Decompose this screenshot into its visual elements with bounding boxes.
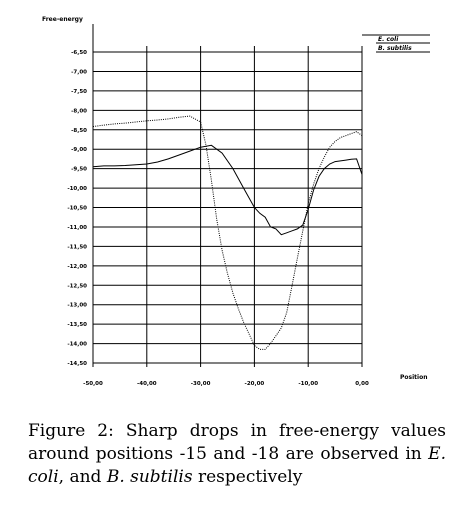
y-tick-label: -14,00 xyxy=(67,342,87,348)
y-tick-label: -12,00 xyxy=(67,264,87,270)
x-tick-label: -40,00 xyxy=(137,381,157,387)
legend: E. coli B. subtilis xyxy=(362,34,430,53)
x-tick-labels: -50,00 -40,00 -30,00 -20,00 -10,00 0,00 xyxy=(83,381,369,387)
y-tick-label: -7,00 xyxy=(71,69,87,75)
series-line-b-subtilis xyxy=(92,144,363,236)
y-tick-label: -10,50 xyxy=(67,206,87,212)
legend-label-b-subtilis: B. subtilis xyxy=(378,45,412,52)
y-tick-label: -14,50 xyxy=(67,361,87,367)
free-energy-line-chart: Free-energy -6,50 -7,00 -7,50 -8,00 -8,50 -9,… xyxy=(42,16,430,387)
y-tick-label: -9,00 xyxy=(71,147,87,153)
series-line-e-coli xyxy=(92,115,363,350)
y-tick-label: -9,50 xyxy=(71,167,87,173)
caption-species-e-coli: E. coli xyxy=(28,444,446,487)
x-tick-label: -50,00 xyxy=(83,381,103,387)
y-tick-label: -13,00 xyxy=(67,303,87,309)
series-layer xyxy=(92,115,363,350)
y-tick-label: -6,50 xyxy=(71,50,87,56)
caption-prefix: Figure 2: Sharp drops in free-energy val… xyxy=(28,421,446,464)
y-tick-label: -7,50 xyxy=(71,89,87,95)
legend-label-e-coli: E. coli xyxy=(378,36,399,43)
y-tick-label: -10,00 xyxy=(67,186,87,192)
y-tick-label: -11,00 xyxy=(67,225,87,231)
y-tick-label: -8,00 xyxy=(71,108,87,114)
x-tick-label: -10,00 xyxy=(298,381,318,387)
figure-caption: Figure 2: Sharp drops in free-energy val… xyxy=(28,420,446,489)
caption-species-b-subtilis: B. subtilis xyxy=(106,467,193,487)
y-tick-labels: -6,50 -7,00 -7,50 -8,00 -8,50 -9,00 -9,50 -10,0… xyxy=(67,50,87,367)
caption-middle: , and xyxy=(58,467,107,487)
x-axis-title: Position xyxy=(400,374,427,381)
y-axis-title: Free-energy xyxy=(42,16,83,23)
caption-suffix: respectively xyxy=(192,467,303,487)
y-tick-label: -8,50 xyxy=(71,128,87,134)
x-tick-label: -30,00 xyxy=(191,381,211,387)
y-tick-label: -11,50 xyxy=(67,244,87,250)
grid-layer xyxy=(92,24,363,367)
x-tick-label: -20,00 xyxy=(245,381,265,387)
y-tick-label: -12,50 xyxy=(67,283,87,289)
y-tick-label: -13,50 xyxy=(67,322,87,328)
x-tick-label: 0,00 xyxy=(355,381,369,387)
